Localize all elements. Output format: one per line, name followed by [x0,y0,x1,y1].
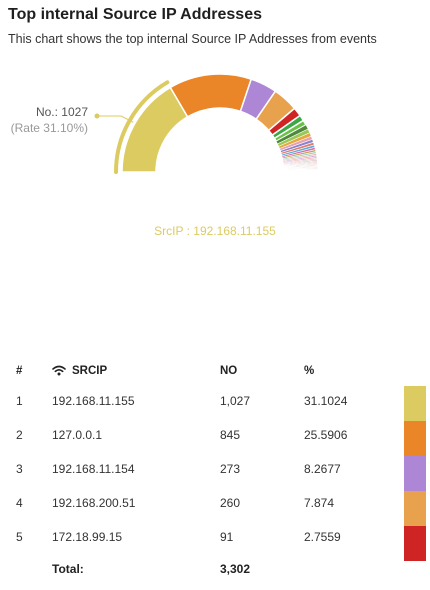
legend-swatch[interactable] [404,386,426,421]
row-srcip: 192.168.11.155 [52,394,135,408]
chart-title: Top internal Source IP Addresses [8,6,262,23]
table-row[interactable]: 1 192.168.11.155 1,027 31.1024 [8,384,400,418]
col-header-pct[interactable]: % [304,365,315,377]
half-donut-chart: No.: 1027 (Rate 31.10%) [11,73,319,174]
row-srcip: 172.18.99.15 [52,530,123,544]
row-count: 845 [220,428,241,442]
row-count: 260 [220,496,241,510]
col-header-no[interactable]: NO [220,365,238,377]
legend-swatch[interactable] [404,456,426,491]
row-srcip: 192.168.200.51 [52,496,136,510]
table-total-row: Total: 3,302 [8,554,400,584]
table-row[interactable]: 3 192.168.11.154 273 8.2677 [8,452,400,486]
total-label: Total: [52,562,84,576]
row-index: 5 [16,530,23,544]
row-index: 3 [16,462,23,476]
legend-swatch[interactable] [404,526,426,561]
selected-slice-label: SrcIP : 192.168.11.155 [154,224,276,238]
row-percent: 2.7559 [304,530,341,544]
row-index: 4 [16,496,23,510]
legend-swatch[interactable] [404,421,426,456]
tooltip-leader-dot [94,113,100,119]
table-row[interactable]: 5 172.18.99.15 91 2.7559 [8,520,400,554]
row-index: 2 [16,428,23,442]
legend-swatches [404,386,426,561]
tooltip-leader-line [97,115,134,123]
row-percent: 8.2677 [304,462,341,476]
table-row[interactable]: 4 192.168.200.51 260 7.874 [8,486,400,520]
col-header-index: # [16,365,23,377]
col-header-srcip[interactable]: SRCIP [52,358,220,384]
row-percent: 31.1024 [304,394,348,408]
col-header-srcip-label: SRCIP [72,365,108,377]
chart-subtitle: This chart shows the top internal Source… [8,32,377,46]
row-percent: 25.5906 [304,428,348,442]
row-count: 91 [220,530,234,544]
row-count: 273 [220,462,241,476]
row-srcip: 127.0.0.1 [52,428,103,442]
row-percent: 7.874 [304,496,335,510]
legend-swatch[interactable] [404,491,426,526]
wifi-icon [52,365,66,376]
source-ip-table: # SRCIP NO % 1 192.168.11.155 1,027 31.1… [8,358,400,584]
total-value: 3,302 [220,562,251,576]
row-count: 1,027 [220,394,251,408]
table-row[interactable]: 2 127.0.0.1 845 25.5906 [8,418,400,452]
row-srcip: 192.168.11.154 [52,462,135,476]
tooltip-count: No.: 1027 [36,105,88,119]
row-index: 1 [16,394,23,408]
table-header-row: # SRCIP NO % [8,358,400,384]
tooltip-rate: (Rate 31.10%) [11,121,88,135]
